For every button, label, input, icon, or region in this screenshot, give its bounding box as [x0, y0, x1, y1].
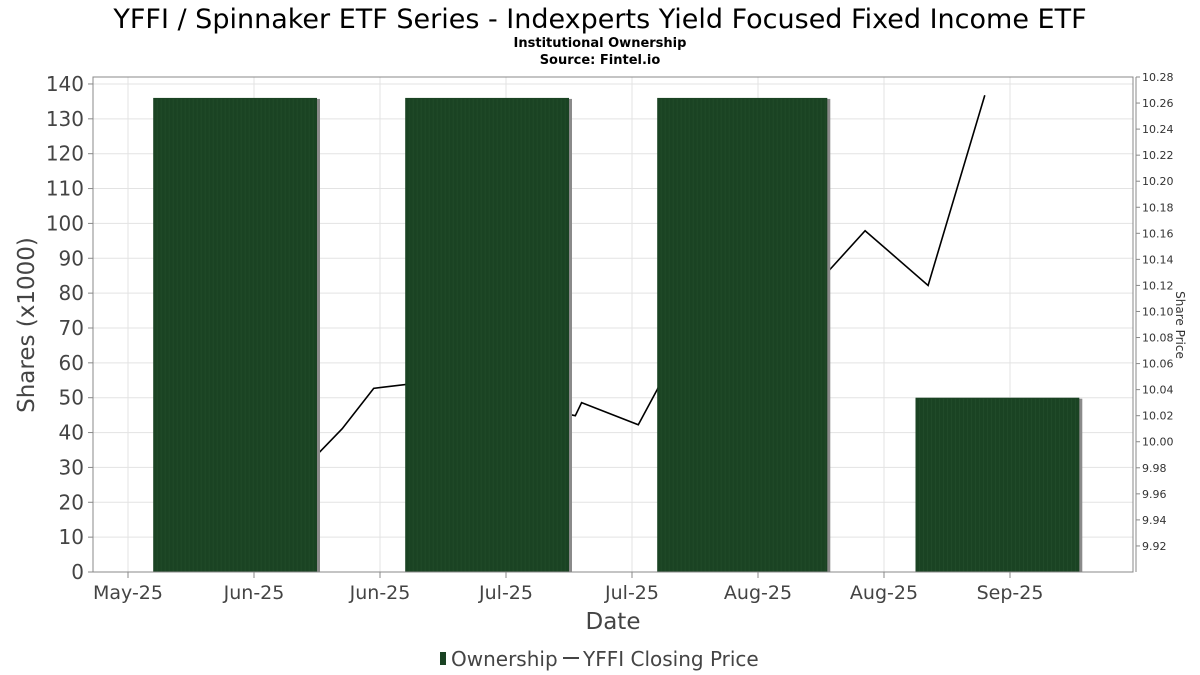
- x-tick-label-0: May-25: [93, 582, 163, 604]
- price-line: [310, 95, 986, 462]
- chart-source: Source: Fintel.io: [540, 53, 661, 68]
- y2-tick-label-12: 10.16: [1142, 227, 1174, 240]
- bar-0: [153, 97, 317, 572]
- y-axis-label: Shares (x1000): [14, 237, 40, 413]
- y2-tick-label-10: 10.12: [1142, 279, 1174, 292]
- left-axis: 0 10 20 30 40 50 60 70 80 90 100 110 120 130 140: [46, 72, 93, 584]
- bar-3: [915, 397, 1080, 572]
- price-line-layer: [310, 95, 986, 462]
- y2-tick-label-17: 10.26: [1142, 97, 1174, 110]
- y2-tick-label-8: 10.08: [1142, 332, 1174, 345]
- y-tick-label-11: 110: [46, 177, 84, 201]
- x-tick-label-7: Sep-25: [977, 582, 1044, 604]
- y-tick-label-12: 120: [46, 142, 84, 166]
- y2-tick-label-2: 9.96: [1142, 488, 1167, 501]
- legend-ownership-label: Ownership: [451, 647, 558, 671]
- y2-tick-label-4: 10.00: [1142, 436, 1174, 449]
- y2-tick-label-11: 10.14: [1142, 253, 1174, 266]
- chart-title: YFFI / Spinnaker ETF Series - Indexperts…: [112, 4, 1086, 35]
- y-tick-label-9: 90: [59, 246, 84, 270]
- x-tick-label-5: Aug-25: [724, 582, 792, 604]
- legend-ownership-swatch: [440, 652, 446, 665]
- y-tick-label-13: 130: [46, 107, 84, 131]
- y2-tick-label-18: 10.28: [1142, 71, 1174, 84]
- ownership-bars: [153, 97, 1083, 572]
- legend-price-label: YFFI Closing Price: [582, 647, 759, 671]
- bar-2: [657, 97, 828, 572]
- y-tick-label-14: 140: [46, 72, 84, 96]
- right-axis: 9.92 9.94 9.96 9.98 10.00 10.02 10.04 10.06 10.0…: [1135, 71, 1174, 572]
- y2-axis-label: Share Price: [1173, 291, 1187, 359]
- x-tick-label-6: Aug-25: [850, 582, 918, 604]
- y2-tick-label-16: 10.24: [1142, 123, 1174, 136]
- y2-tick-label-13: 10.18: [1142, 201, 1174, 214]
- y-tick-label-0: 0: [71, 560, 84, 584]
- x-tick-label-2: Jun-25: [349, 582, 411, 604]
- x-tick-label-3: Jul-25: [478, 582, 533, 604]
- chart-subtitle: Institutional Ownership: [514, 36, 687, 51]
- y-tick-label-6: 60: [59, 351, 84, 375]
- y2-tick-label-14: 10.20: [1142, 175, 1174, 188]
- y-tick-label-1: 10: [59, 525, 84, 549]
- y2-tick-label-5: 10.02: [1142, 410, 1174, 423]
- y2-tick-label-3: 9.98: [1142, 462, 1167, 475]
- y2-tick-label-1: 9.94: [1142, 514, 1167, 527]
- x-axis: May-25 Jun-25 Jun-25 Jul-25 Jul-25 Aug-25 Aug-…: [93, 572, 1043, 604]
- y-tick-label-5: 50: [59, 386, 84, 410]
- x-tick-label-4: Jul-25: [604, 582, 659, 604]
- y2-tick-label-6: 10.04: [1142, 384, 1174, 397]
- y2-tick-label-9: 10.10: [1142, 305, 1174, 318]
- plot-frame: [92, 76, 1134, 573]
- y-tick-label-4: 40: [59, 421, 84, 445]
- y-tick-label-8: 80: [59, 281, 84, 305]
- x-axis-label: Date: [586, 609, 641, 635]
- y-tick-label-7: 70: [59, 316, 84, 340]
- y2-tick-label-0: 9.92: [1142, 540, 1167, 553]
- bar-1: [405, 97, 569, 572]
- y-tick-label-10: 100: [46, 211, 84, 235]
- y2-tick-label-15: 10.22: [1142, 149, 1174, 162]
- legend: Ownership YFFI Closing Price: [440, 647, 759, 671]
- y-tick-label-3: 30: [59, 455, 84, 479]
- y-tick-label-2: 20: [59, 490, 84, 514]
- x-tick-label-1: Jun-25: [223, 582, 285, 604]
- y2-tick-label-7: 10.06: [1142, 358, 1174, 371]
